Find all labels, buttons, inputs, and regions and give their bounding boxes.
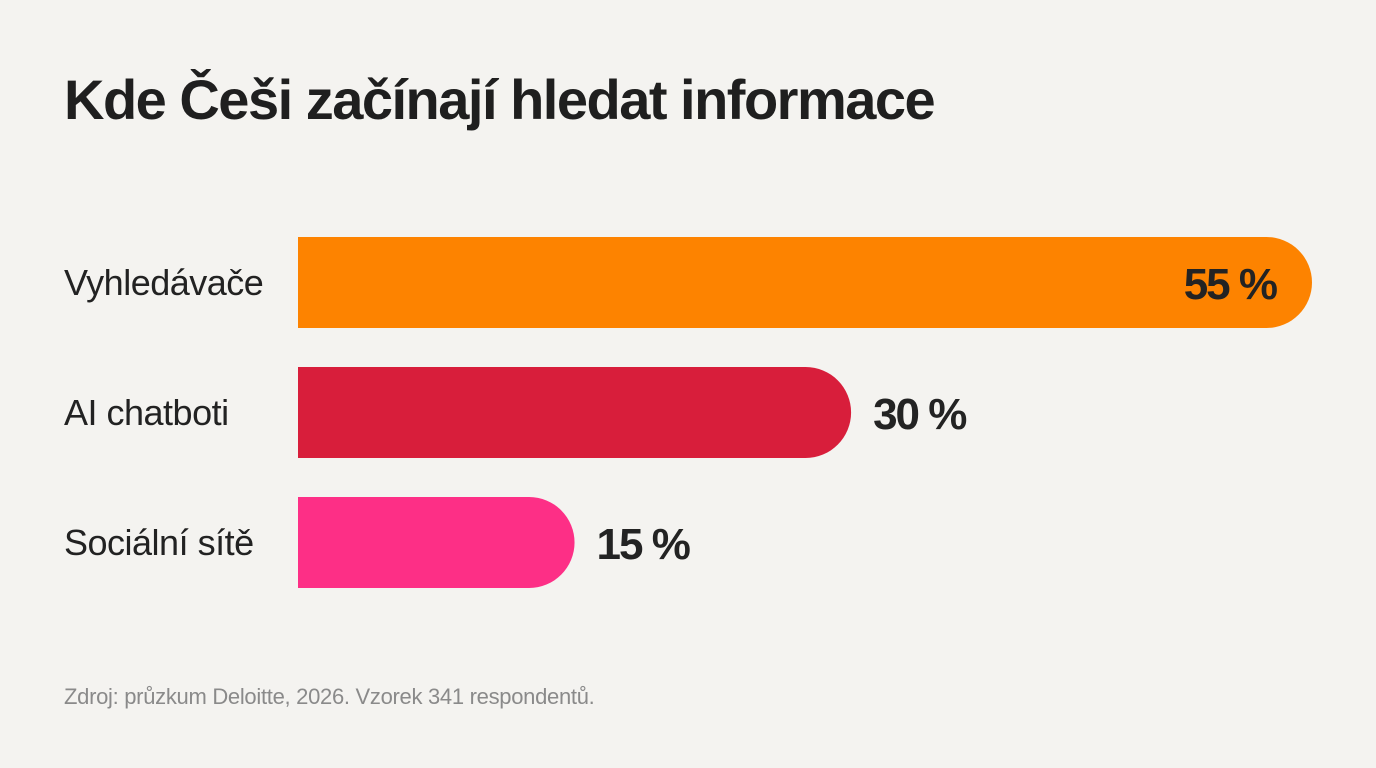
value-label: 30 %	[873, 390, 966, 439]
bar	[298, 497, 575, 588]
category-label: Vyhledávače	[64, 262, 263, 303]
chart-title: Kde Češi začínají hledat informace	[64, 68, 936, 131]
category-label: Sociální sítě	[64, 522, 254, 563]
value-label: 15 %	[597, 520, 690, 569]
bar	[298, 367, 852, 458]
bar	[298, 237, 1312, 328]
value-label: 55 %	[1184, 260, 1277, 309]
source-note: Zdroj: průzkum Deloitte, 2026. Vzorek 34…	[64, 684, 595, 709]
category-label: AI chatboti	[64, 392, 229, 433]
